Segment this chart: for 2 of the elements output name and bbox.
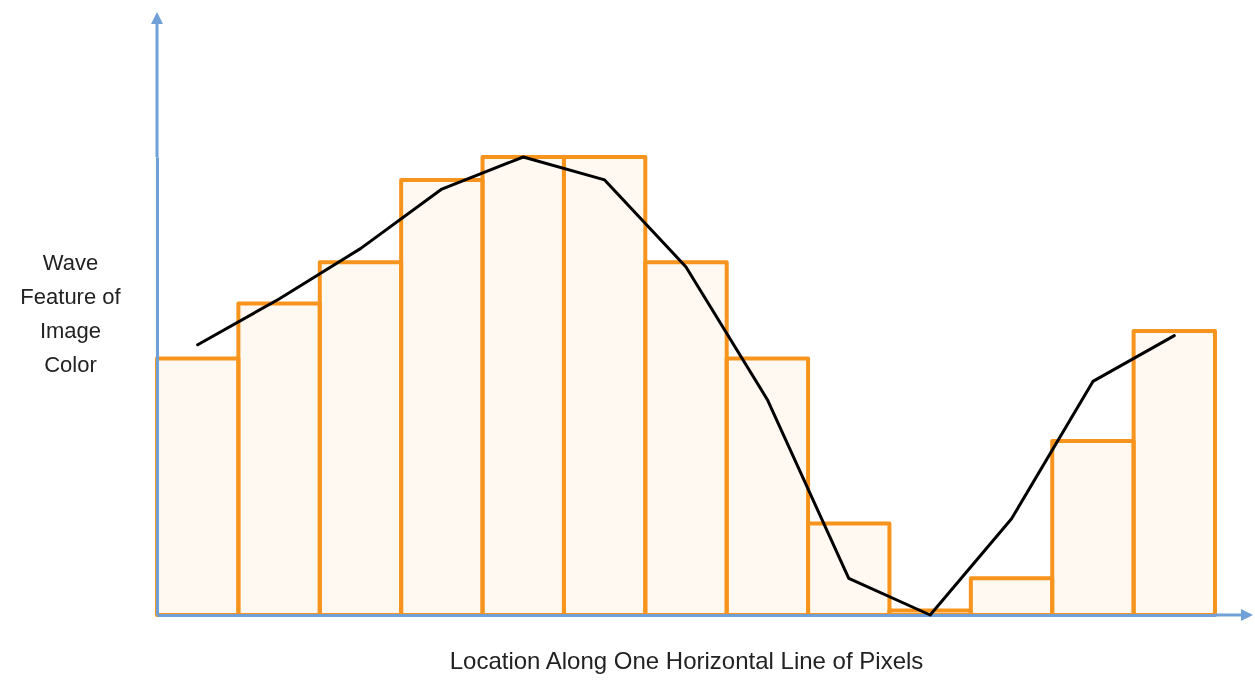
y-axis-title: Wave Feature of Image Color [20,249,122,377]
x-axis-title: Location Along One Horizontal Line of Pixels [449,646,924,674]
